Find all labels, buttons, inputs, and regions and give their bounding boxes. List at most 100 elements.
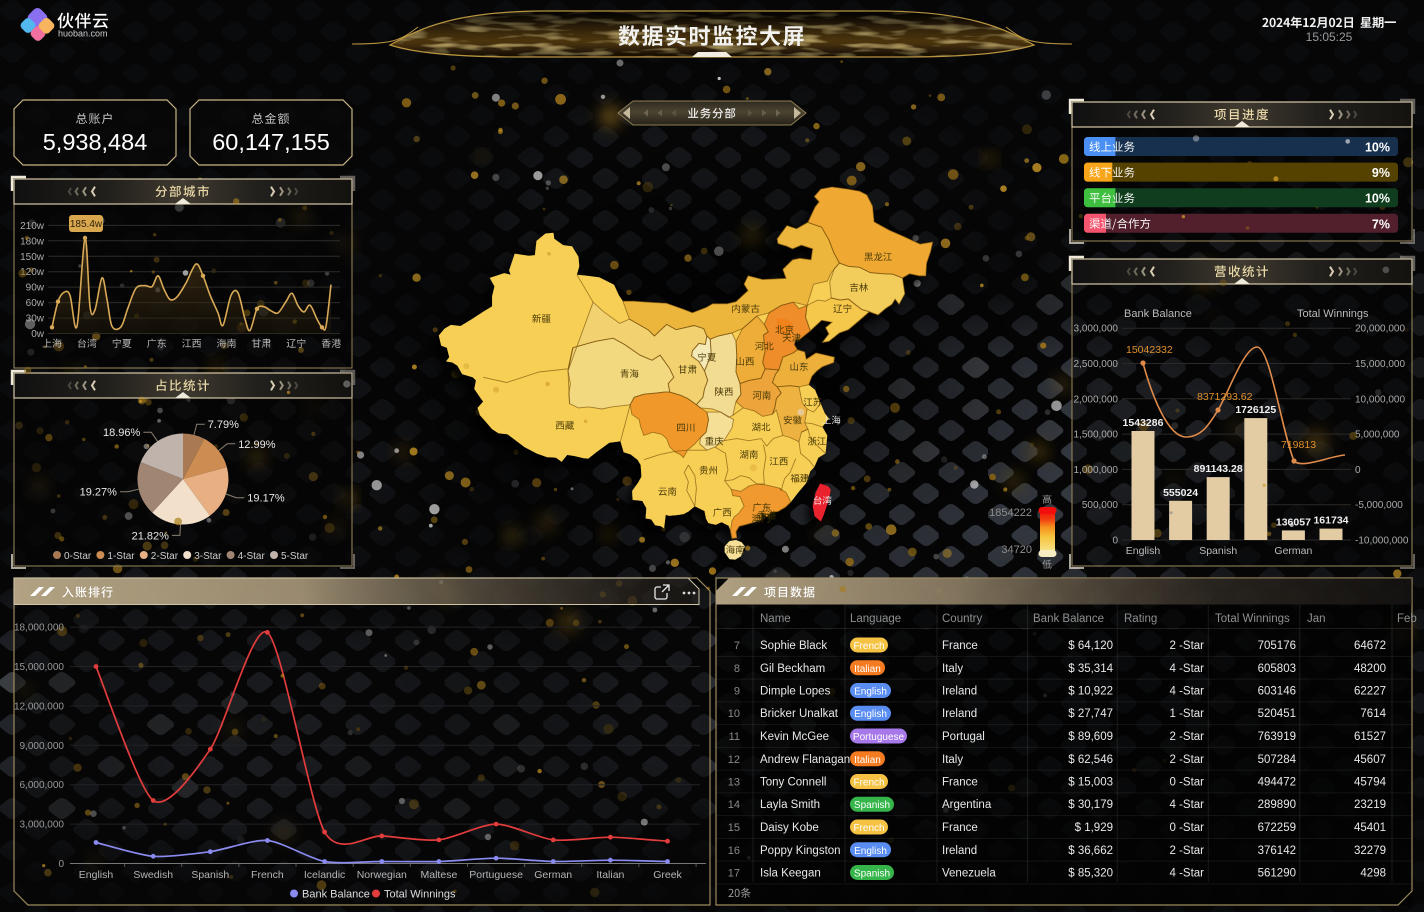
svg-text:9%: 9% — [1372, 166, 1390, 180]
svg-text:3-Star: 3-Star — [194, 551, 222, 562]
svg-text:4 -Star: 4 -Star — [1169, 868, 1204, 880]
svg-text:$ 1,929: $ 1,929 — [1075, 822, 1113, 834]
svg-text:0: 0 — [58, 859, 64, 870]
svg-text:763919: 763919 — [1258, 731, 1296, 743]
svg-text:Total Winnings: Total Winnings — [384, 889, 456, 901]
svg-text:561290: 561290 — [1258, 868, 1296, 880]
svg-text:Total Winnings: Total Winnings — [1215, 613, 1290, 625]
svg-text:7.79%: 7.79% — [208, 419, 239, 431]
svg-text:$ 36,662: $ 36,662 — [1068, 845, 1113, 857]
svg-text:Norwegian: Norwegian — [357, 869, 407, 881]
svg-text:Poppy Kingston: Poppy Kingston — [760, 845, 841, 857]
svg-text:15042332: 15042332 — [1126, 344, 1173, 356]
svg-text:12: 12 — [728, 754, 740, 766]
svg-text:2 -Star: 2 -Star — [1169, 640, 1204, 652]
svg-text:4 -Star: 4 -Star — [1169, 663, 1204, 675]
svg-text:5-Star: 5-Star — [281, 551, 309, 562]
svg-text:5,938,484: 5,938,484 — [43, 129, 148, 155]
svg-text:15: 15 — [728, 822, 740, 834]
svg-text:9: 9 — [734, 686, 740, 698]
svg-text:0-Star: 0-Star — [64, 551, 92, 562]
svg-text:45401: 45401 — [1354, 822, 1386, 834]
svg-text:French: French — [853, 778, 884, 789]
svg-text:15:05:25: 15:05:25 — [1306, 30, 1353, 44]
svg-text:$ 10,922: $ 10,922 — [1068, 686, 1113, 698]
svg-text:2,000,000: 2,000,000 — [1074, 394, 1119, 405]
svg-text:French: French — [853, 641, 884, 652]
svg-text:0w: 0w — [31, 329, 45, 340]
svg-text:Dimple Lopes: Dimple Lopes — [760, 686, 831, 698]
svg-text:Ireland: Ireland — [942, 708, 977, 720]
svg-text:10,000,000: 10,000,000 — [1355, 394, 1405, 405]
svg-text:185.4w: 185.4w — [70, 219, 103, 230]
svg-text:32279: 32279 — [1354, 845, 1386, 857]
svg-text:9,000,000: 9,000,000 — [20, 741, 65, 752]
svg-text:Name: Name — [760, 613, 791, 625]
svg-text:8: 8 — [734, 663, 740, 675]
svg-text:Spanish: Spanish — [854, 800, 890, 811]
svg-text:Daisy Kobe: Daisy Kobe — [760, 822, 819, 834]
svg-text:520451: 520451 — [1258, 708, 1296, 720]
svg-text:Gil Beckham: Gil Beckham — [760, 663, 825, 675]
svg-text:1543286: 1543286 — [1123, 417, 1164, 429]
svg-text:10%: 10% — [1365, 141, 1390, 155]
svg-text:Ireland: Ireland — [942, 845, 977, 857]
svg-text:Spanish: Spanish — [1199, 545, 1237, 557]
svg-text:17: 17 — [728, 868, 740, 880]
svg-text:45794: 45794 — [1354, 777, 1387, 789]
svg-text:Andrew Flanagan: Andrew Flanagan — [760, 754, 850, 766]
svg-text:$ 89,609: $ 89,609 — [1068, 731, 1113, 743]
svg-text:180w: 180w — [20, 236, 45, 247]
svg-text:Italy: Italy — [942, 663, 963, 675]
svg-text:13: 13 — [728, 777, 740, 789]
svg-text:20,000,000: 20,000,000 — [1355, 324, 1405, 335]
svg-text:1-Star: 1-Star — [107, 551, 135, 562]
svg-text:France: France — [942, 640, 978, 652]
svg-text:120w: 120w — [20, 267, 45, 278]
svg-text:France: France — [942, 777, 978, 789]
svg-text:16: 16 — [728, 845, 740, 857]
svg-text:10%: 10% — [1365, 192, 1390, 206]
svg-text:4 -Star: 4 -Star — [1169, 686, 1204, 698]
svg-text:60w: 60w — [26, 298, 45, 309]
svg-text:Maltese: Maltese — [421, 869, 458, 881]
svg-text:500,000: 500,000 — [1082, 500, 1119, 511]
svg-text:12.99%: 12.99% — [238, 439, 276, 451]
svg-text:555024: 555024 — [1163, 487, 1198, 499]
svg-text:$ 85,320: $ 85,320 — [1068, 868, 1113, 880]
svg-text:Icelandic: Icelandic — [304, 869, 345, 881]
svg-text:6,000,000: 6,000,000 — [20, 780, 65, 791]
svg-text:Ireland: Ireland — [942, 686, 977, 698]
svg-text:1,000,000: 1,000,000 — [1074, 465, 1119, 476]
svg-text:2 -Star: 2 -Star — [1169, 845, 1204, 857]
svg-text:Spanish: Spanish — [191, 869, 229, 881]
svg-text:605803: 605803 — [1258, 663, 1296, 675]
svg-text:Bank Balance: Bank Balance — [1033, 613, 1104, 625]
svg-text:Venezuela: Venezuela — [942, 868, 996, 880]
svg-text:0 -Star: 0 -Star — [1169, 822, 1204, 834]
svg-text:4 -Star: 4 -Star — [1169, 799, 1204, 811]
svg-text:4-Star: 4-Star — [238, 551, 266, 562]
svg-text:English: English — [79, 869, 114, 881]
svg-text:62227: 62227 — [1354, 686, 1386, 698]
svg-text:34720: 34720 — [1001, 544, 1032, 556]
svg-text:1,500,000: 1,500,000 — [1074, 430, 1119, 441]
svg-text:$ 30,179: $ 30,179 — [1068, 799, 1113, 811]
svg-text:1726125: 1726125 — [1235, 404, 1276, 416]
svg-text:Swedish: Swedish — [133, 869, 173, 881]
svg-text:German: German — [534, 869, 572, 881]
svg-text:Sophie Black: Sophie Black — [760, 640, 827, 652]
svg-text:289890: 289890 — [1258, 799, 1296, 811]
svg-text:$ 35,314: $ 35,314 — [1068, 663, 1113, 675]
svg-text:$ 62,546: $ 62,546 — [1068, 754, 1113, 766]
svg-text:Portuguese: Portuguese — [853, 732, 905, 743]
svg-text:Italian: Italian — [854, 755, 881, 766]
svg-text:19.17%: 19.17% — [247, 493, 285, 505]
svg-text:Argentina: Argentina — [942, 799, 992, 811]
svg-text:45607: 45607 — [1354, 754, 1386, 766]
svg-text:30w: 30w — [26, 314, 45, 325]
svg-text:Isla Keegan: Isla Keegan — [760, 868, 821, 880]
svg-text:4298: 4298 — [1360, 868, 1386, 880]
svg-text:719813: 719813 — [1281, 439, 1316, 451]
svg-text:672259: 672259 — [1258, 822, 1296, 834]
